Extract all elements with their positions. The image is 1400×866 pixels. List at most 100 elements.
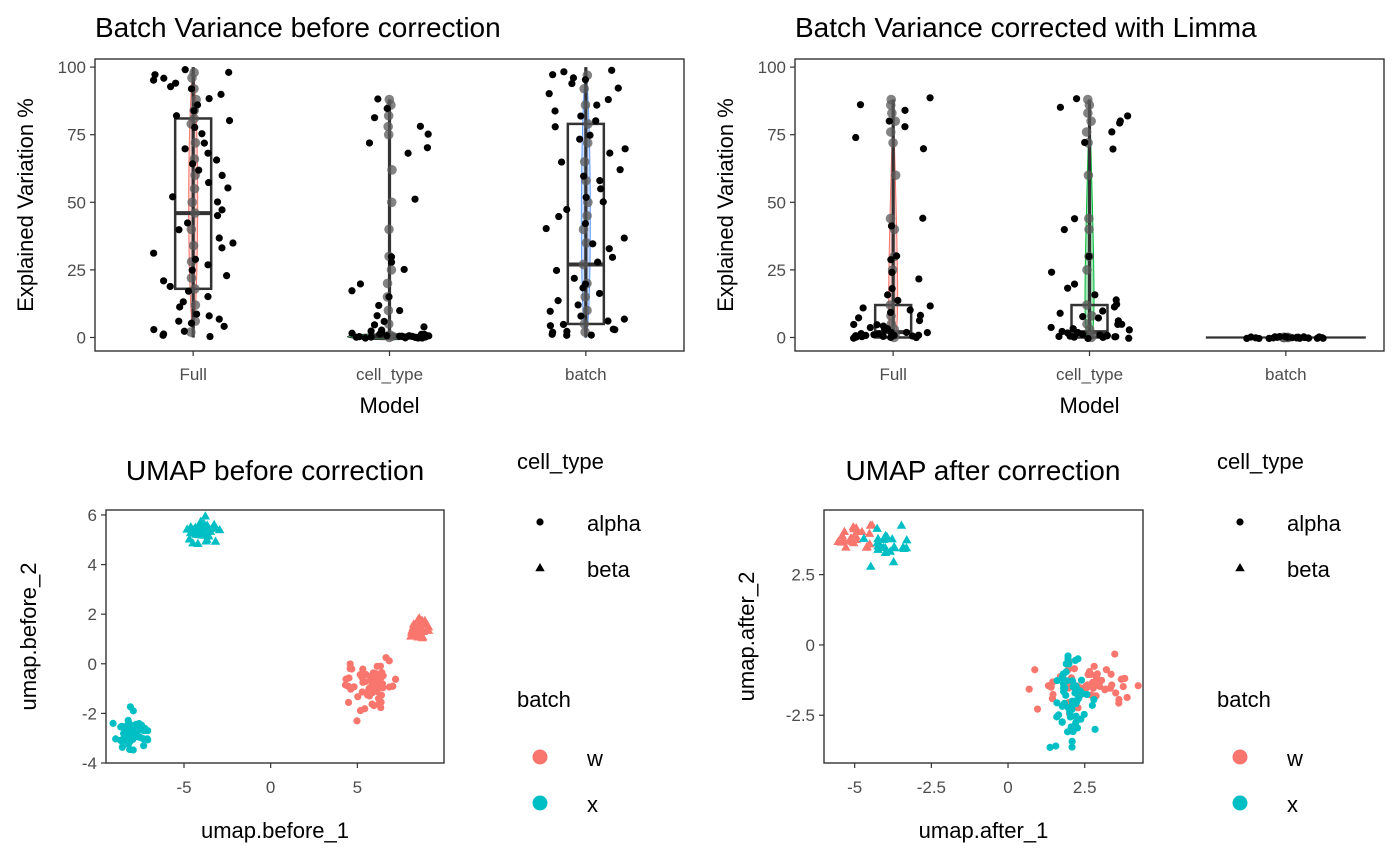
jitter-point (554, 297, 562, 305)
box-point (188, 240, 199, 251)
jitter-point (175, 226, 183, 234)
jitter-point (188, 266, 196, 274)
jitter-point (580, 172, 588, 180)
scatter-point (1047, 683, 1055, 691)
y-axis-title: Explained Variation % (13, 98, 38, 312)
jitter-point (217, 90, 225, 98)
scatter-point (359, 665, 367, 673)
legend-label: w (586, 746, 603, 771)
box-point (579, 156, 590, 167)
x-tick-label: 0 (1003, 778, 1012, 797)
jitter-point (367, 327, 375, 335)
jitter-point (213, 198, 222, 206)
legend-shape-title: cell_type (1217, 449, 1304, 474)
scatter-point (345, 674, 353, 682)
jitter-point (370, 114, 379, 122)
jitter-point (1055, 332, 1063, 341)
box-point (1083, 108, 1093, 118)
scatter-point (887, 534, 897, 543)
scatter-point (873, 537, 884, 546)
jitter-point (229, 239, 237, 247)
jitter-point (606, 149, 614, 157)
panel-3: UMAP before correction umap.before_1 umap.… (16, 455, 445, 843)
x-tick-label: Full (179, 365, 206, 384)
jitter-point (893, 252, 901, 260)
jitter-point (596, 177, 604, 185)
scatter-point (378, 672, 386, 680)
y-tick-label: 2 (88, 605, 97, 624)
scatter-point (857, 526, 867, 536)
scatter-point (132, 728, 140, 736)
scatter-point (196, 516, 206, 525)
y-tick-label: 100 (758, 58, 786, 77)
legend-key-color (1232, 795, 1248, 811)
jitter-point (204, 293, 212, 301)
jitter-point (906, 306, 914, 314)
jitter-point (887, 222, 896, 230)
scatter-point (861, 542, 872, 551)
scatter-point (896, 520, 907, 529)
jitter-point (193, 101, 202, 109)
box-point (386, 197, 397, 208)
legend-label: alpha (1287, 511, 1342, 536)
jitter-point (215, 315, 223, 323)
jitter-point (599, 198, 607, 206)
box-point (1081, 127, 1092, 137)
scatter-point (202, 534, 212, 543)
box-point (190, 300, 201, 310)
jitter-point (376, 330, 384, 338)
jitter-point (225, 68, 233, 76)
legend-label: x (587, 792, 598, 817)
box-point (1082, 265, 1092, 275)
scatter-point (1090, 662, 1098, 670)
legend-label: beta (587, 557, 631, 582)
jitter-point (1099, 333, 1107, 342)
jitter-point (1072, 95, 1081, 103)
jitter-point (851, 333, 859, 341)
scatter-point (353, 717, 361, 725)
scatter-point (1134, 682, 1142, 690)
legend-key-triangle (1235, 563, 1245, 572)
jitter-point (560, 68, 568, 76)
scatter-point (1061, 684, 1069, 692)
jitter-point (1060, 225, 1068, 234)
jitter-point (595, 289, 604, 298)
panel-border (823, 509, 1144, 764)
jitter-point (1108, 128, 1116, 136)
jitter-point (1056, 103, 1065, 111)
jitter-point (926, 302, 934, 310)
box-point (1081, 300, 1092, 310)
jitter-point (608, 253, 617, 261)
jitter-point (183, 219, 192, 227)
panel-1: Batch Variance before correction Model Exp… (13, 12, 685, 418)
scatter-point (1111, 650, 1119, 658)
scatter-point (182, 524, 192, 533)
x-axis-title: Model (360, 393, 420, 418)
scatter-point (866, 561, 876, 570)
scatter-point (878, 534, 889, 544)
jitter-point (577, 312, 585, 320)
scatter-point (1119, 683, 1127, 691)
scatter-point (416, 623, 427, 632)
jitter-point (150, 325, 158, 334)
scatter-point (356, 706, 365, 715)
scatter-point (1033, 705, 1042, 713)
scatter-point (1068, 677, 1077, 685)
chart-title: UMAP after correction (846, 455, 1121, 486)
scatter-point (129, 707, 137, 715)
scatter-point (889, 542, 899, 551)
scatter-point (1058, 702, 1066, 710)
scatter-point (833, 536, 843, 545)
box-point (386, 265, 397, 275)
box-point (582, 305, 592, 316)
jitter-point (866, 323, 874, 332)
jitter-point (206, 332, 214, 341)
jitter-point (205, 94, 213, 103)
jitter-point (852, 133, 860, 142)
panel-4: UMAP after correction umap.after_1 umap.af… (734, 455, 1144, 843)
jitter-point (574, 301, 582, 309)
jitter-point (1081, 138, 1089, 147)
jitter-point (172, 79, 180, 87)
scatter-point (376, 662, 385, 670)
